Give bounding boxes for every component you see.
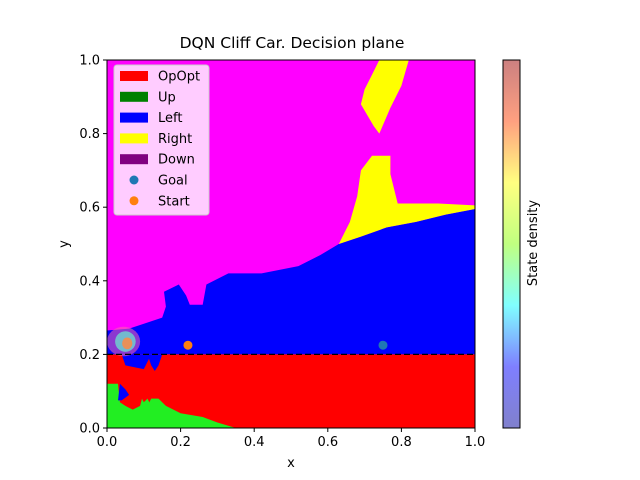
- region-left: [107, 209, 475, 355]
- legend-swatch-down: [120, 154, 148, 165]
- legend-swatch-opopt: [120, 71, 148, 81]
- x-tick-label: 0.8: [391, 435, 412, 450]
- start-point: [183, 340, 193, 350]
- x-tick-label: 0.6: [317, 435, 338, 450]
- legend-swatch-up: [120, 91, 148, 102]
- legend-marker-goal: [129, 175, 139, 185]
- region-up: [136, 398, 236, 428]
- y-tick-label: 0.0: [79, 422, 100, 437]
- state-density-overlay: [107, 326, 141, 357]
- legend-label-up: Up: [158, 90, 176, 105]
- x-axis-ticks: 0.0 0.2 0.4 0.6 0.8 1.0: [97, 428, 486, 450]
- y-tick-label: 0.4: [79, 274, 100, 289]
- chart-title: DQN Cliff Car. Decision plane: [180, 34, 405, 52]
- y-tick-label: 0.2: [79, 348, 100, 363]
- marker-points: [183, 340, 388, 350]
- legend-label-goal: Goal: [158, 174, 188, 189]
- y-tick-label: 1.0: [79, 54, 100, 69]
- x-tick-label: 1.0: [465, 435, 486, 450]
- legend-marker-start: [129, 196, 139, 206]
- legend-label-right: Right: [158, 132, 192, 147]
- x-tick-label: 0.0: [97, 435, 118, 450]
- y-axis-label: y: [57, 240, 72, 248]
- region-opopt: [107, 354, 475, 428]
- plot-frame: [106, 59, 476, 429]
- action-regions: [107, 60, 475, 428]
- legend-swatch-left: [120, 112, 148, 123]
- legend-box: [113, 64, 210, 216]
- y-tick-label: 0.8: [79, 127, 100, 142]
- y-tick-label: 0.6: [79, 201, 100, 216]
- y-axis-ticks: 0.0 0.2 0.4 0.6 0.8 1.0: [79, 54, 107, 437]
- region-right: [360, 60, 409, 134]
- legend-swatch-right: [120, 133, 148, 144]
- region-right: [338, 155, 475, 244]
- region-left: [147, 354, 163, 371]
- region-left: [118, 383, 130, 401]
- x-axis-label: x: [287, 456, 295, 471]
- x-tick-label: 0.2: [170, 435, 191, 450]
- legend-label-down: Down: [158, 153, 195, 168]
- density-blob: [122, 337, 133, 350]
- x-tick-label: 0.4: [244, 435, 265, 450]
- colorbar-label: State density: [526, 200, 541, 287]
- legend-label-opopt: OpOpt: [158, 70, 200, 85]
- region-left: [121, 354, 152, 370]
- plot-area: [107, 60, 475, 428]
- legend-label-start: Start: [158, 194, 190, 209]
- legend: OpOpt Up Left Right Down Goal Start: [113, 64, 210, 216]
- colorbar: [502, 59, 521, 429]
- legend-label-left: Left: [158, 111, 182, 126]
- goal-point: [378, 340, 388, 350]
